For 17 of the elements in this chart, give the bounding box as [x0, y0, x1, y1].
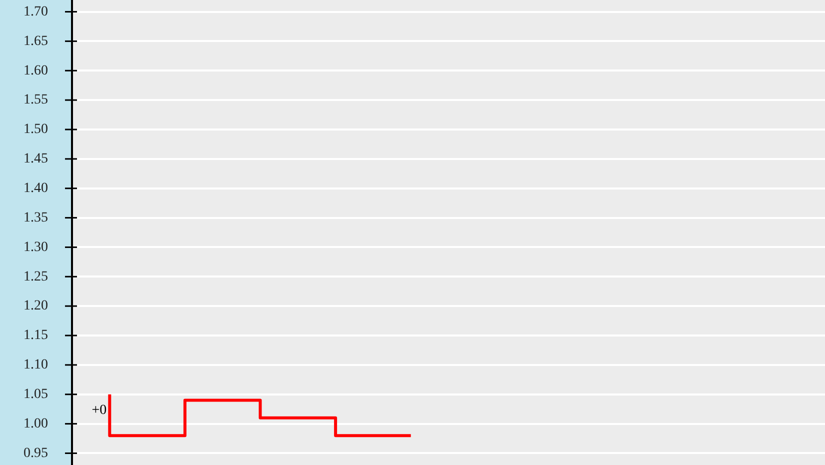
- y-tick-label: 1.10: [24, 358, 48, 373]
- y-tick-label: 1.45: [24, 152, 48, 167]
- y-tick-label: 1.55: [24, 92, 48, 108]
- y-tick-label: 0.95: [24, 446, 48, 461]
- y-tick-label: 1.30: [24, 240, 48, 255]
- y-tick-label: 1.65: [24, 34, 48, 49]
- y-tick-label: 1.25: [24, 269, 48, 284]
- y-tick-label: 1.05: [24, 387, 48, 402]
- y-tick-label: 1.20: [24, 298, 48, 314]
- y-tick-label: 1.40: [24, 181, 48, 196]
- y-tick-label: 1.70: [24, 4, 48, 20]
- y-tick-label: 1.60: [24, 63, 48, 78]
- y-tick-label: 1.35: [24, 210, 48, 226]
- annotation: +0: [92, 403, 107, 418]
- y-tick-label: 1.00: [24, 416, 48, 432]
- y-tick-label: 1.50: [24, 122, 48, 138]
- y-tick-label: 1.15: [24, 328, 48, 344]
